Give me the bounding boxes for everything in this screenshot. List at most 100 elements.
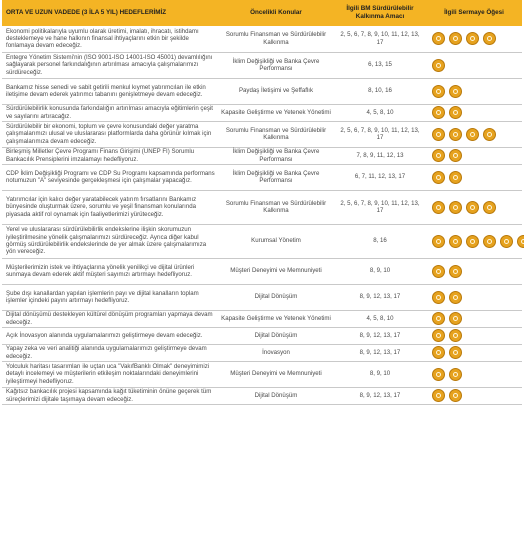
topic-cell: Müşteri Deneyimi ve Memnuniyeti bbox=[218, 361, 334, 388]
capital-icons-cell bbox=[426, 147, 522, 165]
topic-cell: Paydaş İletişimi ve Şeffaflık bbox=[218, 78, 334, 105]
intellectual-capital-icon bbox=[449, 106, 462, 119]
social-capital-icon bbox=[449, 170, 462, 184]
topic-cell: Dijital Dönüşüm bbox=[218, 387, 334, 405]
financial-capital-icon bbox=[449, 234, 462, 248]
sdg-cell: 2, 5, 6, 7, 8, 9, 10, 11, 12, 13, 17 bbox=[334, 121, 426, 148]
header-topics: Öncelikli Konular bbox=[218, 0, 334, 26]
table-row: Entegre Yönetim Sistemi'nin (ISO 9001-IS… bbox=[2, 52, 522, 79]
sdg-cell: 4, 5, 8, 10 bbox=[334, 310, 426, 328]
topic-cell: Sorumlu Finansman ve Sürdürülebilir Kalk… bbox=[218, 190, 334, 225]
goal-cell: Yapay zeka ve veri analitiği alanında uy… bbox=[2, 344, 218, 362]
sdg-cell: 4, 5, 8, 10 bbox=[334, 104, 426, 122]
goal-cell: Yerel ve uluslararası sürdürülebilirlik … bbox=[2, 224, 218, 259]
human-capital-icon bbox=[466, 200, 479, 214]
capital-icons-cell bbox=[426, 387, 522, 405]
topic-cell: Dijital Dönüşüm bbox=[218, 327, 334, 345]
sdg-cell: 8, 9, 12, 13, 17 bbox=[334, 284, 426, 311]
header-capital: İlgili Sermaye Öğesi bbox=[426, 0, 522, 26]
intellectual-capital-icon bbox=[449, 329, 462, 342]
capital-icons-cell bbox=[426, 26, 522, 53]
table-row: Açık İnovasyon alanında uygulamalarımızı… bbox=[2, 327, 522, 345]
topic-cell: Müşteri Deneyimi ve Memnuniyeti bbox=[218, 258, 334, 285]
sdg-cell: 8, 16 bbox=[334, 224, 426, 259]
manufactured-capital-icon bbox=[432, 346, 445, 359]
table-row: Yolculuk haritası tasarımları ile uçtan … bbox=[2, 361, 522, 388]
goal-cell: Ekonomi politikalarıyla uyumlu olarak ür… bbox=[2, 26, 218, 53]
header-goal: ORTA VE UZUN VADEDE (3 İLA 5 YIL) HEDEFL… bbox=[2, 0, 218, 26]
intellectual-capital-icon bbox=[449, 389, 462, 402]
table-row: Müşterilerimizin istek ve ihtiyaçlarına … bbox=[2, 258, 522, 285]
goal-cell: Müşterilerimizin istek ve ihtiyaçlarına … bbox=[2, 258, 218, 285]
topic-cell: İnovasyon bbox=[218, 344, 334, 362]
table-row: Sürdürülebilirlik konusunda farkındalığı… bbox=[2, 104, 522, 122]
table-row: Yerel ve uluslararası sürdürülebilirlik … bbox=[2, 224, 524, 259]
table-row: CDP İklim Değişikliği Programı ve CDP Su… bbox=[2, 164, 522, 191]
human-capital-icon bbox=[466, 32, 479, 46]
financial-capital-icon bbox=[432, 32, 445, 46]
sdg-cell: 2, 5, 6, 7, 8, 9, 10, 11, 12, 13, 17 bbox=[334, 190, 426, 225]
capital-icons-cell bbox=[426, 361, 522, 388]
sdg-cell: 6, 7, 11, 12, 13, 17 bbox=[334, 164, 426, 191]
topic-cell: Dijital Dönüşüm bbox=[218, 284, 334, 311]
goal-cell: Açık İnovasyon alanında uygulamalarımızı… bbox=[2, 327, 218, 345]
goal-cell: Bankamız hisse senedi ve sabit getirili … bbox=[2, 78, 218, 105]
capital-icons-cell bbox=[426, 224, 524, 259]
sdg-cell: 8, 9, 12, 13, 17 bbox=[334, 387, 426, 405]
intellectual-capital-icon bbox=[500, 234, 513, 248]
table-row: Birleşmiş Milletler Çevre Programı Finan… bbox=[2, 147, 522, 165]
human-capital-icon bbox=[466, 127, 479, 141]
social-capital-icon bbox=[466, 234, 479, 248]
capital-icons-cell bbox=[426, 327, 522, 345]
intellectual-capital-icon bbox=[432, 264, 445, 278]
table-row: Sürdürülebilir bir ekonomi, toplum ve çe… bbox=[2, 121, 522, 148]
goal-cell: Şube dışı kanallardan yapılan işlemlerin… bbox=[2, 284, 218, 311]
table-row: Ekonomi politikalarıyla uyumlu olarak ür… bbox=[2, 26, 522, 53]
capital-icons-cell bbox=[426, 310, 522, 328]
intellectual-capital-icon bbox=[449, 290, 462, 304]
topic-cell: Kurumsal Yönetim bbox=[218, 224, 334, 259]
table-row: Şube dışı kanallardan yapılan işlemlerin… bbox=[2, 284, 522, 311]
manufactured-capital-icon bbox=[449, 32, 462, 46]
capital-icons-cell bbox=[426, 121, 522, 148]
sdg-cell: 8, 9, 10 bbox=[334, 361, 426, 388]
social-capital-icon bbox=[449, 149, 462, 162]
sdg-cell: 8, 9, 10 bbox=[334, 258, 426, 285]
goals-table: ORTA VE UZUN VADEDE (3 İLA 5 YIL) HEDEFL… bbox=[2, 0, 524, 405]
goal-cell: Dijital dönüşümü destekleyen kültürel dö… bbox=[2, 310, 218, 328]
social-capital-icon bbox=[483, 127, 496, 141]
goal-cell: Birleşmiş Milletler Çevre Programı Finan… bbox=[2, 147, 218, 165]
goal-cell: Sürdürülebilir bir ekonomi, toplum ve çe… bbox=[2, 121, 218, 148]
table-row: Dijital dönüşümü destekleyen kültürel dö… bbox=[2, 310, 522, 328]
social-capital-icon bbox=[449, 264, 462, 278]
goal-cell: Kağıtsız bankacılık projesi kapsamında k… bbox=[2, 387, 218, 405]
manufactured-capital-icon bbox=[517, 234, 524, 248]
natural-capital-icon bbox=[432, 149, 445, 162]
manufactured-capital-icon bbox=[432, 329, 445, 342]
sdg-cell: 8, 10, 16 bbox=[334, 78, 426, 105]
table-row: Yapay zeka ve veri analitiği alanında uy… bbox=[2, 344, 522, 362]
manufactured-capital-icon bbox=[449, 127, 462, 141]
human-capital-icon bbox=[432, 312, 445, 325]
goal-cell: Yolculuk haritası tasarımları ile uçtan … bbox=[2, 361, 218, 388]
sdg-cell: 8, 9, 12, 13, 17 bbox=[334, 327, 426, 345]
natural-capital-icon bbox=[432, 58, 445, 72]
financial-capital-icon bbox=[432, 200, 445, 214]
capital-icons-cell bbox=[426, 284, 522, 311]
manufactured-capital-icon bbox=[449, 200, 462, 214]
sdg-cell: 6, 13, 15 bbox=[334, 52, 426, 79]
sdg-cell: 8, 9, 12, 13, 17 bbox=[334, 344, 426, 362]
topic-cell: İklim Değişikliği ve Banka Çevre Perform… bbox=[218, 52, 334, 79]
manufactured-capital-icon bbox=[432, 290, 445, 304]
financial-capital-icon bbox=[432, 127, 445, 141]
social-capital-icon bbox=[483, 200, 496, 214]
sdg-cell: 7, 8, 9, 11, 12, 13 bbox=[334, 147, 426, 165]
human-capital-icon bbox=[432, 234, 445, 248]
intellectual-capital-icon bbox=[449, 312, 462, 325]
capital-icons-cell bbox=[426, 104, 522, 122]
table-row: Yatırımcılar için kalıcı değer yaratabil… bbox=[2, 190, 522, 225]
table-row: Kağıtsız bankacılık projesi kapsamında k… bbox=[2, 387, 522, 405]
header-sdg: İlgili BM Sürdürülebilir Kalkınma Amacı bbox=[334, 0, 426, 26]
table-row: Bankamız hisse senedi ve sabit getirili … bbox=[2, 78, 522, 105]
goal-cell: Entegre Yönetim Sistemi'nin (ISO 9001-IS… bbox=[2, 52, 218, 79]
